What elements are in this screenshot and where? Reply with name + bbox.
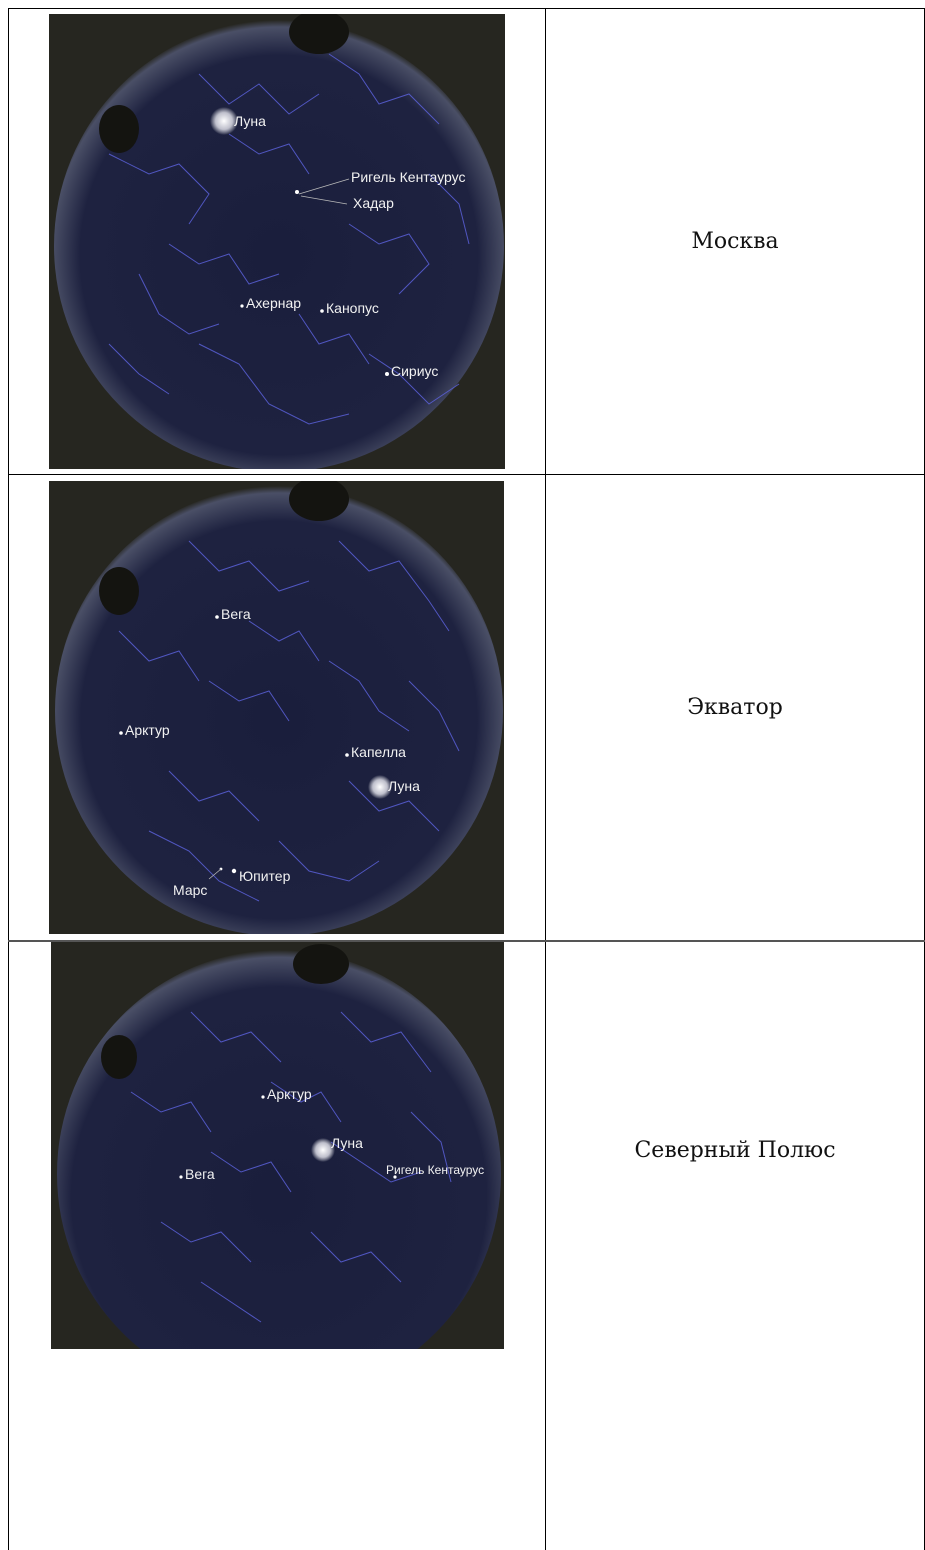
sky-comparison-table: Луна Ригель Кентаурус Хадар Ахернар Кано… [8, 8, 925, 1550]
star-label: Капелла [351, 744, 406, 760]
sky-map-equator: Вега Арктур Капелла Луна Юпитер Марс [49, 481, 504, 934]
star-label: Арктур [125, 722, 170, 738]
star-label: Хадар [353, 195, 394, 211]
constellation-lines [130, 1011, 452, 1323]
constellation-lines [118, 540, 460, 902]
star-label: Луна [331, 1135, 363, 1151]
star-label: Канопус [326, 300, 379, 316]
sky-image-cell: Луна Ригель Кентаурус Хадар Ахернар Кано… [8, 8, 546, 475]
constellation-lines [108, 53, 470, 425]
table-row: Арктур Луна Вега Ригель Кентаурус Северн… [8, 940, 925, 1550]
moon-glow [210, 107, 238, 135]
sky-dome [55, 486, 503, 934]
location-label: Северный Полюс [545, 940, 925, 1550]
star-label: Арктур [267, 1086, 312, 1102]
location-label: Экватор [545, 474, 925, 942]
sky-dome [54, 20, 504, 469]
star-label: Сириус [391, 363, 438, 379]
star-label: Луна [388, 778, 420, 794]
star-label: Вега [185, 1166, 215, 1182]
sky-image-cell: Арктур Луна Вега Ригель Кентаурус [8, 940, 546, 1550]
star-label: Ахернар [246, 295, 301, 311]
sky-image-cell: Вега Арктур Капелла Луна Юпитер Марс [8, 474, 546, 942]
location-label: Москва [545, 8, 925, 475]
sky-map-moscow: Луна Ригель Кентаурус Хадар Ахернар Кано… [49, 14, 505, 469]
star-label: Ригель Кентаурус [351, 169, 466, 185]
star-label: Марс [173, 882, 207, 898]
star-label: Луна [234, 113, 266, 129]
table-row: Луна Ригель Кентаурус Хадар Ахернар Кано… [8, 8, 925, 475]
sky-dome [57, 950, 501, 1349]
moon-glow [368, 775, 392, 799]
table-row: Вега Арктур Капелла Луна Юпитер Марс Экв… [8, 474, 925, 942]
star-label: Юпитер [239, 868, 291, 884]
star-label: Вега [221, 606, 251, 622]
star-label: Ригель Кентаурус [386, 1163, 484, 1177]
moon-glow [311, 1138, 335, 1162]
sky-map-north-pole: Арктур Луна Вега Ригель Кентаурус [51, 942, 504, 1349]
